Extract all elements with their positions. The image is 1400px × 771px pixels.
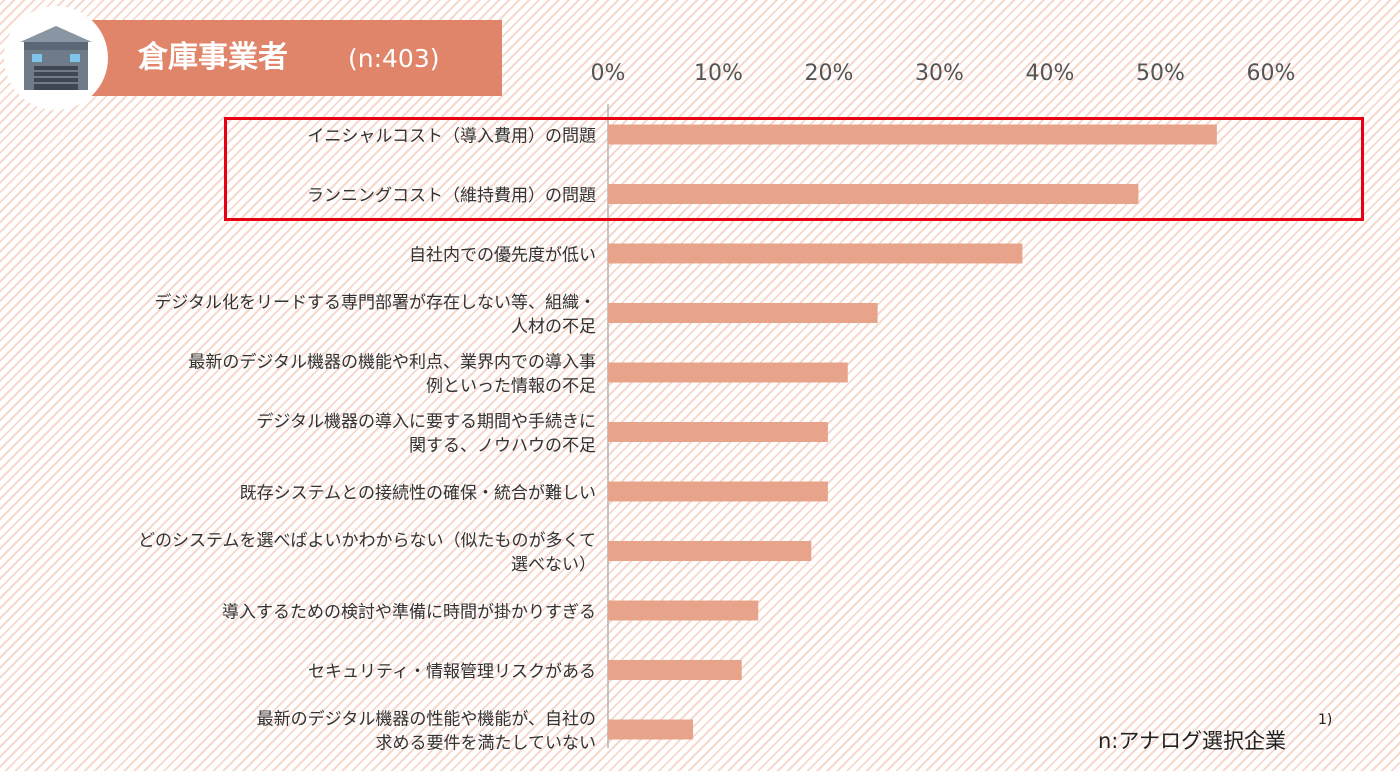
header-band bbox=[70, 20, 502, 96]
bar bbox=[608, 362, 848, 383]
bar bbox=[608, 243, 1023, 264]
bar bbox=[608, 600, 759, 621]
bar bbox=[608, 719, 694, 740]
header-title: 倉庫事業者 bbox=[138, 40, 288, 75]
x-tick-label: 10% bbox=[694, 61, 743, 86]
category-label: セキュリティ・情報管理リスクがある bbox=[308, 662, 596, 682]
category-label: どのシステムを選べばよいかわからない（似たものが多くて選べない） bbox=[138, 531, 596, 575]
footnote-superscript: 1) bbox=[1318, 712, 1333, 728]
category-label: 最新のデジタル機器の性能や機能が、自社の求める要件を満たしていない bbox=[257, 709, 596, 754]
bar bbox=[608, 541, 812, 561]
category-label-line: 人材の不足 bbox=[511, 317, 596, 337]
category-label: 既存システムとの接続性の確保・統合が難しい bbox=[240, 484, 596, 504]
category-label-line: デジタル化をリードする専門部署が存在しない等、組織・ bbox=[154, 292, 596, 313]
category-label: 導入するための検討や準備に時間が掛かりすぎる bbox=[222, 603, 596, 623]
highlight-box bbox=[224, 117, 1364, 221]
category-label-line: 最新のデジタル機器の機能や利点、業界内での導入事 bbox=[188, 352, 596, 373]
category-label: 自社内での優先度が低い bbox=[409, 246, 596, 266]
x-tick-label: 0% bbox=[591, 61, 626, 86]
bar bbox=[608, 303, 878, 323]
category-label-line: イニシャルコスト（導入費用）の問題 bbox=[307, 127, 596, 147]
category-label-line: 最新のデジタル機器の性能や機能が、自社の bbox=[257, 709, 596, 730]
category-label-line: 既存システムとの接続性の確保・統合が難しい bbox=[240, 484, 596, 504]
category-label: イニシャルコスト（導入費用）の問題 bbox=[307, 127, 596, 147]
chart-header: 倉庫事業者 (n:403) bbox=[0, 0, 520, 118]
category-labels: イニシャルコスト（導入費用）の問題ランニングコスト（維持費用）の問題自社内での優… bbox=[138, 127, 596, 754]
x-tick-label: 20% bbox=[805, 61, 854, 86]
category-label-line: 例といった情報の不足 bbox=[426, 377, 596, 397]
category-label-line: 導入するための検討や準備に時間が掛かりすぎる bbox=[222, 603, 596, 623]
bars bbox=[608, 124, 1217, 740]
category-label-line: セキュリティ・情報管理リスクがある bbox=[308, 662, 596, 682]
x-axis-ticks: 0% 10% 20% 30% 40% 50% 60% bbox=[591, 61, 1296, 86]
category-label-line: どのシステムを選べばよいかわからない（似たものが多くて bbox=[138, 531, 596, 551]
header-sample-size: (n:403) bbox=[348, 44, 440, 73]
category-label: デジタル化をリードする専門部署が存在しない等、組織・人材の不足 bbox=[154, 292, 596, 337]
bar bbox=[608, 422, 828, 442]
category-label-line: ランニングコスト（維持費用）の問題 bbox=[307, 186, 596, 206]
category-label-line: 自社内での優先度が低い bbox=[409, 246, 596, 266]
bar bbox=[608, 184, 1139, 204]
category-label-line: デジタル機器の導入に要する期間や手続きに bbox=[256, 411, 596, 432]
category-label-line: 選べない） bbox=[511, 555, 596, 575]
x-tick-label: 30% bbox=[915, 61, 964, 86]
x-tick-label: 50% bbox=[1136, 61, 1185, 86]
category-label: 最新のデジタル機器の機能や利点、業界内での導入事例といった情報の不足 bbox=[188, 352, 596, 397]
warehouse-icon bbox=[20, 26, 92, 90]
x-tick-label: 60% bbox=[1247, 61, 1296, 86]
logo-badge bbox=[4, 6, 108, 110]
category-label-line: 求める要件を満たしていない bbox=[376, 734, 597, 754]
bar bbox=[608, 481, 828, 502]
x-tick-label: 40% bbox=[1026, 61, 1075, 86]
bar bbox=[608, 124, 1217, 145]
category-label: デジタル機器の導入に要する期間や手続きに関する、ノウハウの不足 bbox=[256, 411, 596, 456]
footnote: n:アナログ選択企業 bbox=[1098, 729, 1286, 753]
category-label: ランニングコスト（維持費用）の問題 bbox=[307, 186, 596, 206]
category-label-line: 関する、ノウハウの不足 bbox=[409, 436, 596, 456]
bar bbox=[608, 660, 742, 680]
